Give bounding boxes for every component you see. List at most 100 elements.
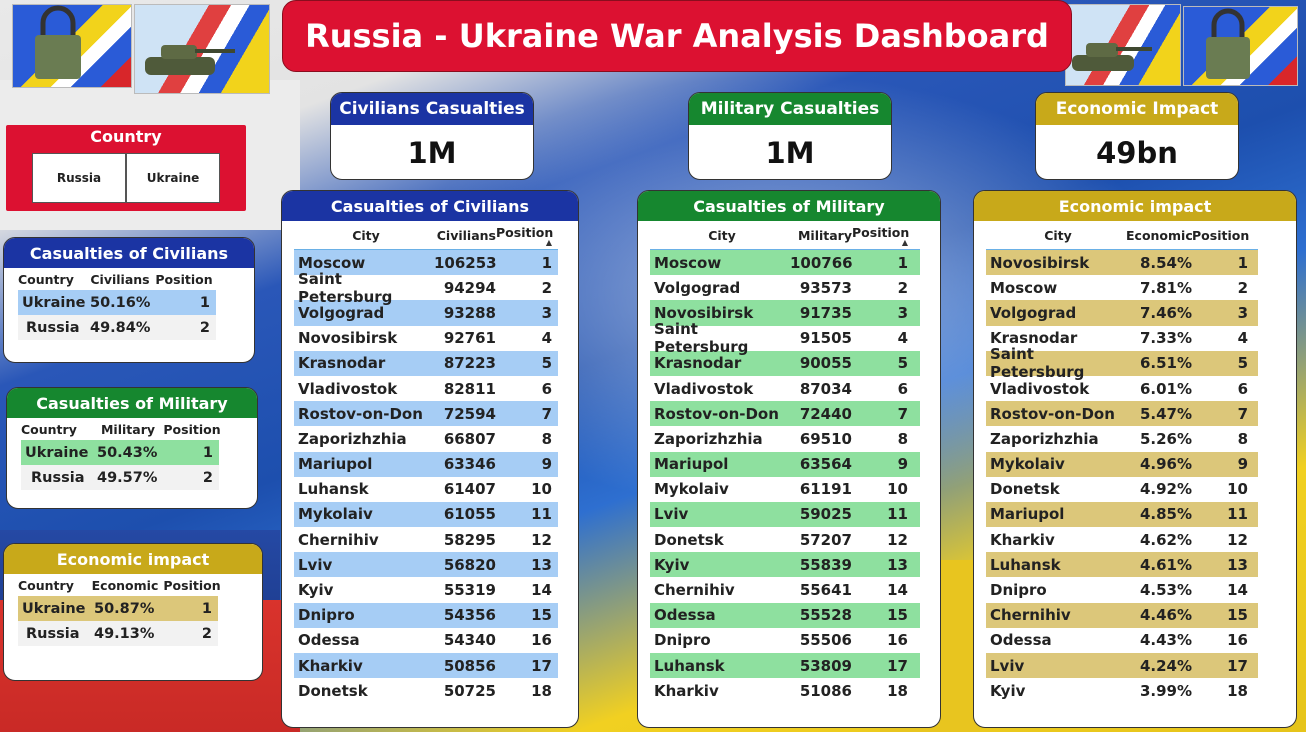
- col-header-country[interactable]: Country: [18, 578, 74, 593]
- table-row[interactable]: Volgograd 93573 2: [650, 275, 920, 300]
- cell-value: 91735: [799, 303, 852, 322]
- col-header-military[interactable]: Military: [100, 422, 156, 437]
- table-row[interactable]: Mykolaiv 61055 11: [294, 501, 558, 528]
- col-header-position[interactable]: Position: [163, 422, 221, 437]
- table-row[interactable]: Novosibirsk 8.54% 1: [986, 250, 1258, 276]
- padlock-money-image-right: [1183, 6, 1298, 86]
- col-header-civilians[interactable]: Civilians: [436, 227, 496, 243]
- col-header-city[interactable]: City: [1044, 227, 1072, 243]
- col-header-position[interactable]: Position: [155, 272, 213, 287]
- table-row[interactable]: Saint Petersburg 91505 4: [650, 320, 920, 356]
- table-row[interactable]: Saint Petersburg 94294 2: [294, 270, 558, 306]
- table-row[interactable]: Volgograd 93288 3: [294, 300, 558, 326]
- table-row[interactable]: Mariupol 63346 9: [294, 451, 558, 477]
- table-row[interactable]: Mariupol 63564 9: [650, 451, 920, 477]
- table-row[interactable]: Luhansk 4.61% 13: [986, 552, 1258, 578]
- table-row[interactable]: Krasnodar 87223 5: [294, 350, 558, 376]
- table-row[interactable]: Novosibirsk 91735 3: [650, 300, 920, 326]
- table-row[interactable]: Dnipro 4.53% 14: [986, 577, 1258, 602]
- table-row[interactable]: Kyiv 55319 14: [294, 577, 558, 602]
- table-row[interactable]: Volgograd 7.46% 3: [986, 300, 1258, 326]
- table-row[interactable]: Moscow 100766 1: [650, 250, 920, 276]
- cell-city: Donetsk: [654, 530, 724, 549]
- table-row[interactable]: Moscow 106253 1: [294, 250, 558, 276]
- col-header-economic[interactable]: Economic: [1126, 227, 1193, 243]
- slicer-option-russia[interactable]: Russia: [32, 153, 126, 203]
- header-divider: [650, 249, 920, 250]
- cell-value: 6.01%: [1139, 379, 1192, 398]
- table-row[interactable]: Dnipro 54356 15: [294, 602, 558, 628]
- cell-value: 50.87%: [94, 600, 155, 617]
- table-row[interactable]: Zaporizhzhia 5.26% 8: [986, 426, 1258, 451]
- table-row[interactable]: Rostov-on-Don 72594 7: [294, 401, 558, 427]
- table-row[interactable]: Vladivostok 87034 6: [650, 376, 920, 401]
- cell-position: 2: [541, 278, 552, 297]
- table-row[interactable]: Chernihiv 55641 14: [650, 577, 920, 602]
- table-row[interactable]: Rostov-on-Don 72440 7: [650, 401, 920, 427]
- col-header-city[interactable]: City: [352, 227, 380, 243]
- table-row[interactable]: Kharkiv 50856 17: [294, 653, 558, 679]
- table-row[interactable]: Mariupol 4.85% 11: [986, 501, 1258, 528]
- table-civilians-by-city: Casualties of Civilians City Civilians P…: [281, 190, 579, 728]
- cell-position: 18: [887, 681, 908, 700]
- table-row[interactable]: Donetsk 4.92% 10: [986, 477, 1258, 502]
- table-row[interactable]: Novosibirsk 92761 4: [294, 326, 558, 351]
- table-row[interactable]: Krasnodar 7.33% 4: [986, 326, 1258, 351]
- table-row[interactable]: Russia 49.57% 2: [21, 465, 219, 490]
- table-row[interactable]: Russia 49.84% 2: [18, 315, 216, 340]
- col-header-city[interactable]: City: [708, 227, 736, 243]
- padlock-icon: [35, 5, 81, 79]
- cell-value: 55506: [799, 631, 852, 650]
- table-row[interactable]: Odessa 54340 16: [294, 628, 558, 653]
- table-row[interactable]: Kyiv 3.99% 18: [986, 678, 1258, 703]
- table-row[interactable]: Ukraine 50.16% 1: [18, 290, 216, 315]
- table-row[interactable]: Mykolaiv 61191 10: [650, 477, 920, 502]
- cell-city: Saint Petersburg: [990, 345, 1085, 382]
- table-row[interactable]: Odessa 55528 15: [650, 602, 920, 628]
- table-row[interactable]: Odessa 4.43% 16: [986, 628, 1258, 653]
- table-row[interactable]: Vladivostok 6.01% 6: [986, 376, 1258, 401]
- cell-city: Vladivostok: [654, 379, 754, 398]
- slicer-option-ukraine[interactable]: Ukraine: [126, 153, 220, 203]
- table-row[interactable]: Krasnodar 90055 5: [650, 350, 920, 376]
- table-row[interactable]: Kharkiv 4.62% 12: [986, 527, 1258, 552]
- table-row[interactable]: Ukraine 50.87% 1: [18, 596, 218, 621]
- table-row[interactable]: Kyiv 55839 13: [650, 552, 920, 578]
- cell-country: Russia: [26, 625, 80, 642]
- col-header-country[interactable]: Country: [18, 272, 74, 287]
- table-row[interactable]: Luhansk 61407 10: [294, 477, 558, 502]
- col-header-position[interactable]: Position ▲: [852, 225, 914, 247]
- table-row[interactable]: Kharkiv 51086 18: [650, 678, 920, 703]
- table-row[interactable]: Lviv 59025 11: [650, 501, 920, 528]
- table-row[interactable]: Ukraine 50.43% 1: [21, 440, 219, 465]
- table-row[interactable]: Lviv 4.24% 17: [986, 653, 1258, 679]
- small-table-title: Casualties of Civilians: [4, 238, 254, 268]
- col-header-economic[interactable]: Economic: [91, 578, 159, 593]
- table-row[interactable]: Luhansk 53809 17: [650, 653, 920, 679]
- table-row[interactable]: Mykolaiv 4.96% 9: [986, 451, 1258, 477]
- table-row[interactable]: Vladivostok 82811 6: [294, 376, 558, 401]
- cell-city: Dnipro: [654, 631, 711, 650]
- table-row[interactable]: Dnipro 55506 16: [650, 628, 920, 653]
- table-row[interactable]: Donetsk 50725 18: [294, 678, 558, 703]
- table-row[interactable]: Chernihiv 58295 12: [294, 527, 558, 552]
- table-row[interactable]: Zaporizhzhia 69510 8: [650, 426, 920, 451]
- cell-value: 8.54%: [1139, 253, 1192, 272]
- table-row[interactable]: Chernihiv 4.46% 15: [986, 602, 1258, 628]
- table-row[interactable]: Moscow 7.81% 2: [986, 275, 1258, 300]
- col-header-military[interactable]: Military: [797, 227, 852, 243]
- cell-position: 13: [887, 555, 908, 574]
- table-row[interactable]: Rostov-on-Don 5.47% 7: [986, 401, 1258, 427]
- col-header-civilians[interactable]: Civilians: [90, 272, 150, 287]
- table-row[interactable]: Lviv 56820 13: [294, 552, 558, 578]
- col-header-position[interactable]: Position ▲: [496, 225, 558, 247]
- table-row[interactable]: Zaporizhzhia 66807 8: [294, 426, 558, 451]
- col-header-position[interactable]: Position: [163, 578, 221, 593]
- table-row[interactable]: Russia 49.13% 2: [18, 621, 218, 646]
- col-header-country[interactable]: Country: [21, 422, 77, 437]
- table-body: Moscow 106253 1 Saint Petersburg 94294 2 Volgo…: [282, 250, 578, 703]
- cell-position: 1: [541, 253, 552, 272]
- table-row[interactable]: Donetsk 57207 12: [650, 527, 920, 552]
- col-header-position[interactable]: Position: [1192, 228, 1254, 243]
- table-row[interactable]: Saint Petersburg 6.51% 5: [986, 345, 1258, 381]
